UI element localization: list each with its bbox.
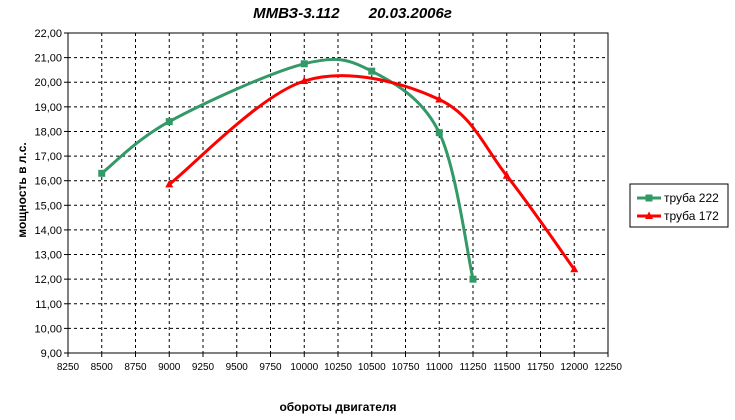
y-tick-label: 22,00 [34,28,62,40]
legend-box [629,183,729,228]
series-lines [98,57,579,283]
y-tick-label: 20,00 [34,77,62,89]
data-point-marker [368,67,376,75]
y-tick-label: 16,00 [34,176,62,188]
y-tick-label: 11,00 [35,299,62,311]
data-point-marker [502,171,511,179]
y-axis-label: мощность в л.с. [15,142,29,238]
x-axis-ticks: 8250 8500 8750 9000 9250 9500 9750 10000 10250 10… [57,353,622,373]
grid [67,32,609,354]
x-tick-label: 10500 [358,362,386,373]
y-tick-label: 14,00 [34,225,62,237]
y-tick-label: 15,00 [34,200,62,212]
x-tick-label: 11500 [493,362,521,373]
data-point-marker [435,94,444,103]
x-tick-label: 11750 [527,362,555,373]
x-tick-label: 8750 [124,362,147,373]
x-tick-label: 9500 [226,362,249,373]
data-point-marker [165,179,174,188]
data-point-marker [165,118,173,126]
data-point-marker [570,264,579,273]
y-tick-label: 21,00 [34,53,62,65]
x-tick-label: 8250 [57,362,80,373]
y-tick-label: 13,00 [34,250,62,262]
series-line [100,57,475,281]
legend-item: труба 172 [637,209,719,223]
x-tick-label: 10750 [392,362,420,373]
data-point-marker [645,211,653,219]
x-tick-label: 8500 [91,362,114,373]
data-point-marker [98,169,106,177]
x-tick-label: 10000 [290,362,318,373]
legend-label: труба 222 [664,191,719,205]
legend-item: труба 222 [637,191,719,205]
legend-label: труба 172 [664,209,719,223]
series-2 [165,74,579,273]
data-point-marker [300,60,308,68]
x-tick-label: 12000 [560,362,588,373]
legend: труба 222 труба 172 [629,183,729,228]
series-1 [98,57,477,283]
y-tick-label: 12,00 [34,274,62,286]
x-tick-label: 11000 [426,362,454,373]
x-axis-label: обороты двигателя [279,400,396,414]
data-point-marker [435,129,443,137]
x-tick-label: 9250 [192,362,215,373]
chart-title: ММВЗ-3.112 20.03.2006г [253,5,452,22]
x-tick-label: 11250 [459,362,487,373]
data-point-marker [469,275,477,283]
y-tick-label: 9,00 [41,348,62,360]
y-axis-ticks: 9,00 10,00 11,00 12,00 13,00 14,00 15,00 16,00 1… [34,28,68,360]
data-point-marker [645,194,653,202]
series-line [167,74,576,271]
x-tick-label: 9750 [259,362,282,373]
x-tick-label: 9000 [158,362,181,373]
y-tick-label: 18,00 [34,126,62,138]
y-tick-label: 17,00 [34,151,62,163]
y-tick-label: 10,00 [34,323,62,335]
data-point-marker [300,76,309,84]
x-tick-label: 12250 [594,362,622,373]
y-tick-label: 19,00 [34,102,62,114]
x-tick-label: 10250 [324,362,352,373]
